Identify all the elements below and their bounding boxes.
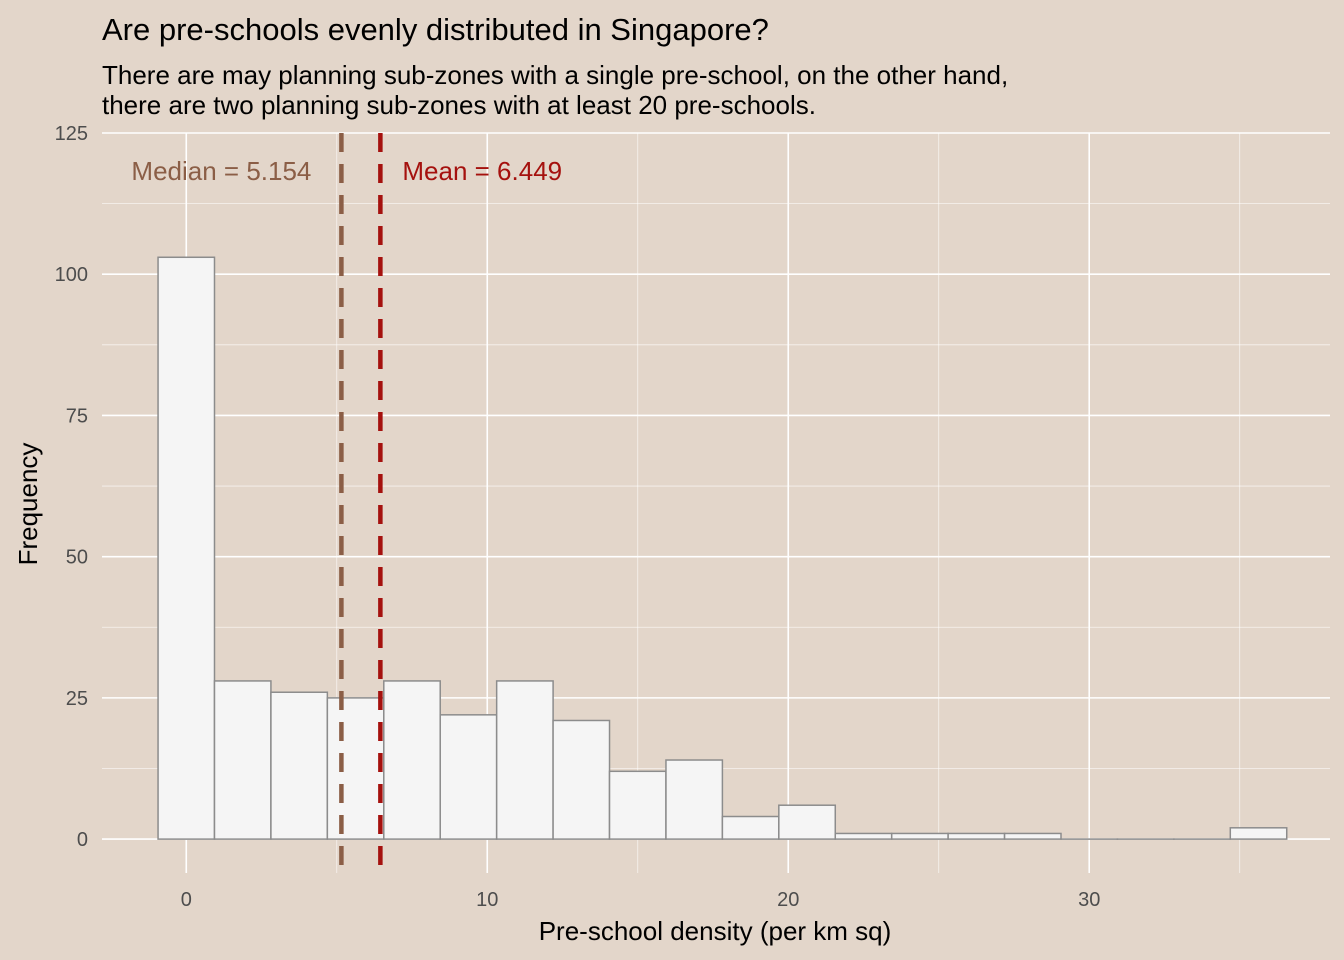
x-tick-label: 20	[777, 889, 799, 911]
y-axis-title: Frequency	[13, 443, 43, 566]
histogram-bars	[157, 256, 1288, 840]
y-tick-label: 100	[55, 264, 88, 286]
histogram-bar	[383, 680, 441, 840]
chart-subtitle-line-2: there are two planning sub-zones with at…	[102, 90, 816, 120]
histogram-bar	[1229, 827, 1288, 840]
y-tick-label: 125	[55, 123, 88, 145]
x-tick-label: 10	[476, 889, 498, 911]
y-tick-label: 50	[66, 547, 88, 569]
x-axis-title: Pre-school density (per km sq)	[539, 916, 892, 946]
histogram-bar	[552, 719, 611, 840]
histogram-bar	[495, 680, 554, 840]
histogram-bar	[439, 714, 498, 840]
y-tick-label: 75	[66, 405, 88, 427]
median-label: Median = 5.154	[131, 156, 311, 186]
histogram-bar	[665, 759, 724, 840]
tick-labels: 0 10 20 30 0 25 50 75 100 125	[55, 123, 1101, 911]
histogram-bar	[608, 770, 667, 840]
histogram-bar	[834, 832, 893, 840]
histogram-bar	[213, 680, 272, 840]
x-tick-label: 30	[1078, 889, 1100, 911]
histogram-bar	[721, 815, 780, 840]
histogram-bar	[326, 697, 385, 840]
y-tick-label: 25	[66, 688, 88, 710]
histogram-bar	[890, 832, 949, 840]
histogram-bar	[778, 804, 837, 840]
reference-lines: Median = 5.154 Mean = 6.449	[131, 133, 562, 873]
chart-subtitle-line-1: There are may planning sub-zones with a …	[102, 60, 1008, 90]
histogram-bar	[270, 691, 329, 840]
histogram-bar	[947, 832, 1006, 840]
histogram-bar	[157, 256, 216, 840]
x-tick-label: 0	[181, 889, 192, 911]
chart-title: Are pre-schools evenly distributed in Si…	[102, 12, 769, 47]
histogram-bar	[1003, 832, 1062, 840]
y-tick-label: 0	[77, 829, 88, 851]
mean-label: Mean = 6.449	[402, 156, 562, 186]
